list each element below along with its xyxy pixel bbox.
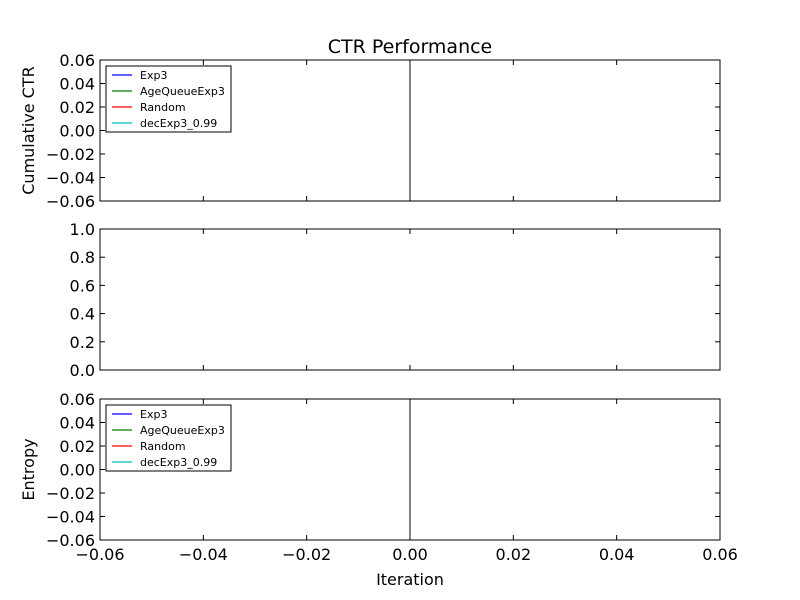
y-tick-label: 0.04	[59, 414, 95, 433]
y-tick-label: 0.00	[59, 461, 95, 480]
legend-label: AgeQueueExp3	[140, 85, 225, 98]
x-tick-label: 0.02	[496, 545, 532, 564]
legend-label: Random	[140, 101, 186, 114]
y-tick-label: −0.02	[46, 145, 95, 164]
y-axis-title: Entropy	[19, 438, 38, 500]
subplots: 0.06 0.04 0.02 0.00 −0.02 −0.04 −0.06 Cumulativ…	[19, 51, 738, 564]
legend-label: Exp3	[140, 69, 167, 82]
y-tick-label: −0.02	[46, 484, 95, 503]
y-tick-label: 0.04	[59, 75, 95, 94]
x-tick-label: −0.02	[282, 545, 331, 564]
y-tick-label: 0.02	[59, 437, 95, 456]
x-tick-label: 0.06	[702, 545, 738, 564]
y-tick-label: 0.0	[70, 361, 95, 380]
x-tick-label: −0.06	[75, 545, 124, 564]
chart-title: CTR Performance	[328, 36, 493, 58]
y-tick-label: −0.04	[46, 169, 95, 188]
y-tick-label: −0.06	[46, 192, 95, 211]
legend-box	[105, 65, 232, 133]
legend-box	[105, 404, 232, 472]
x-tick-label: 0.04	[599, 545, 635, 564]
y-tick-label: 0.4	[70, 305, 95, 324]
y-tick-label: 0.06	[59, 51, 95, 70]
y-tick-label: 0.00	[59, 122, 95, 141]
y-tick-label: 0.02	[59, 98, 95, 117]
x-tick-label: −0.04	[179, 545, 228, 564]
y-tick-label: 0.06	[59, 390, 95, 409]
x-tick-label: 0.00	[392, 545, 428, 564]
y-tick-label: −0.04	[46, 508, 95, 527]
y-tick-label: 0.2	[70, 333, 95, 352]
legend-label: Random	[140, 440, 186, 453]
y-tick-label: 1.0	[70, 220, 95, 239]
y-tick-label: 0.6	[70, 276, 95, 295]
y-axis-title: Cumulative CTR	[19, 66, 38, 194]
y-tick-label: −0.06	[46, 531, 95, 550]
legend-label: decExp3_0.99	[140, 117, 217, 130]
legend-label: AgeQueueExp3	[140, 424, 225, 437]
y-tick-label: 0.8	[70, 248, 95, 267]
legend-label: decExp3_0.99	[140, 456, 217, 469]
legend-label: Exp3	[140, 408, 167, 421]
x-axis-title: Iteration	[376, 570, 444, 589]
